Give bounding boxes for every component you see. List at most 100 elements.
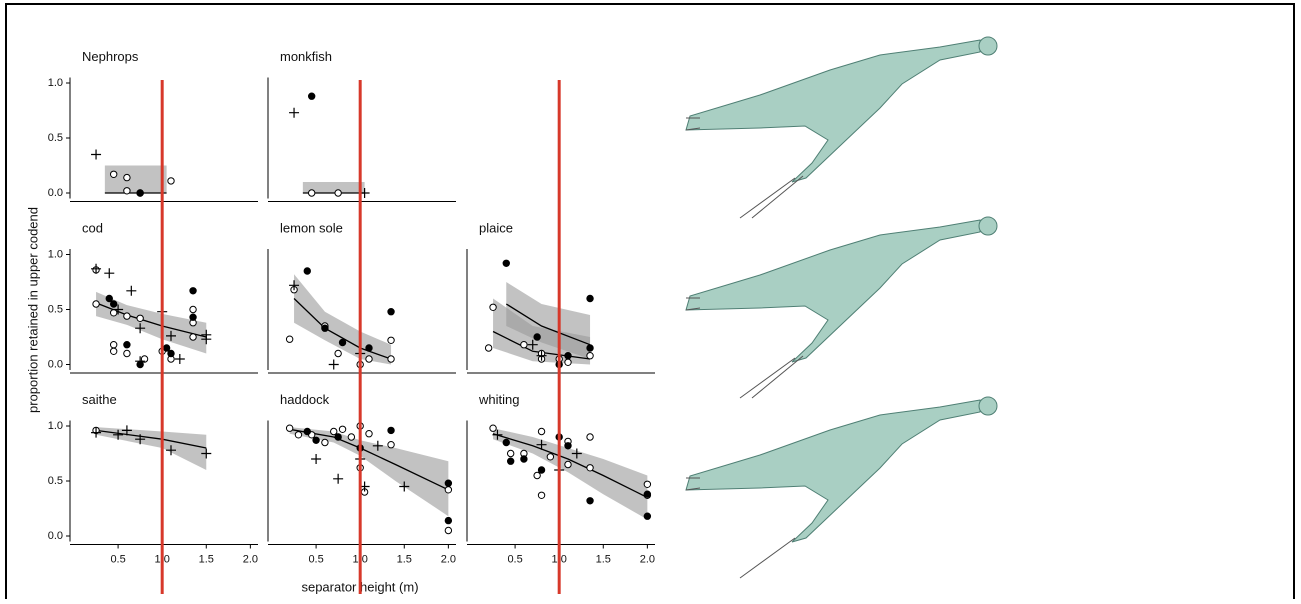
point-open <box>444 486 453 494</box>
point-open <box>321 438 329 447</box>
panel-title: plaice <box>479 220 513 235</box>
y-tick-label: 0.0 <box>48 187 63 199</box>
point-plus <box>289 280 300 291</box>
point-open <box>109 170 118 179</box>
panel: plaice <box>466 220 655 374</box>
fit-line <box>505 303 591 346</box>
point-open <box>294 431 303 439</box>
point-filled <box>312 436 320 444</box>
point-open <box>444 526 453 535</box>
point-open <box>546 453 555 461</box>
panel: lemon sole <box>267 220 456 374</box>
point-plus <box>571 448 582 459</box>
point-filled <box>189 313 197 321</box>
point-filled <box>387 426 395 435</box>
point-filled <box>105 294 113 303</box>
point-open <box>489 303 497 311</box>
point-plus <box>121 425 132 436</box>
point-plus <box>201 448 212 459</box>
point-filled <box>520 455 528 463</box>
point-open <box>387 355 395 363</box>
point-open <box>189 305 197 314</box>
x-tick-label: 0.5 <box>507 553 522 565</box>
point-filled <box>564 442 572 450</box>
point-open <box>564 460 572 469</box>
point-filled <box>387 308 395 316</box>
fit-line <box>95 302 207 338</box>
point-filled <box>586 344 594 352</box>
net-float <box>978 216 998 236</box>
point-plus <box>333 473 344 484</box>
net-drawing <box>685 396 998 579</box>
panel: cod 0.0 0.5 1.0 <box>48 220 258 374</box>
confidence-band <box>96 427 207 470</box>
point-open <box>123 312 131 320</box>
point-plus <box>536 350 547 361</box>
point-plus <box>536 439 547 450</box>
y-tick-label: 1.0 <box>48 248 63 260</box>
point-filled <box>586 294 594 303</box>
point-open <box>387 336 395 344</box>
point-open <box>92 300 100 308</box>
net-tubes <box>685 117 804 219</box>
confidence-band <box>294 274 392 365</box>
point-open <box>136 314 144 322</box>
net-tubes <box>685 477 796 579</box>
point-open <box>334 189 342 197</box>
point-open <box>334 349 342 358</box>
y-tick-label: 0.0 <box>48 530 63 542</box>
point-open <box>489 424 497 432</box>
point-plus <box>492 429 503 440</box>
point-plus <box>113 429 124 440</box>
point-open <box>533 471 541 480</box>
confidence-band <box>289 427 449 517</box>
net <box>685 39 981 183</box>
y-tick-label: 0.5 <box>48 475 63 487</box>
point-plus <box>166 330 176 341</box>
point-open <box>109 341 118 349</box>
fit-line <box>293 298 392 360</box>
x-tick-label: 2.0 <box>243 553 258 565</box>
point-open <box>189 333 197 341</box>
fit-line <box>492 433 648 499</box>
point-open <box>140 355 149 363</box>
point-open <box>285 424 294 432</box>
panel-title: cod <box>82 220 103 235</box>
point-filled <box>136 189 144 197</box>
y-tick-label: 1.0 <box>48 77 63 89</box>
point-filled <box>338 338 347 347</box>
point-plus <box>289 107 300 118</box>
x-tick-label: 1.5 <box>199 553 214 565</box>
point-filled <box>444 516 453 525</box>
point-filled <box>643 512 652 520</box>
point-plus <box>91 149 102 160</box>
point-open <box>586 464 594 472</box>
point-open <box>537 427 546 436</box>
point-plus <box>135 323 146 334</box>
point-open <box>347 433 356 441</box>
point-filled <box>303 267 311 275</box>
panel: Nephrops 0.0 0.5 1.0 <box>48 49 258 202</box>
confidence-band <box>302 182 365 193</box>
point-plus <box>113 304 124 315</box>
point-plus <box>372 440 383 451</box>
y-tick-label: 0.0 <box>48 358 63 370</box>
point-filled <box>307 92 316 100</box>
point-filled <box>162 344 171 352</box>
confidence-band <box>104 165 167 193</box>
point-open <box>285 335 294 343</box>
y-axis-label: proportion retained in upper codend <box>25 207 40 413</box>
point-plus <box>201 334 212 345</box>
point-filled <box>537 466 546 474</box>
x-tick-label: 0.5 <box>308 553 323 565</box>
point-open <box>365 430 373 438</box>
point-filled <box>533 333 541 341</box>
panel-title: saithe <box>82 392 117 407</box>
x-tick-label: 2.0 <box>640 553 655 565</box>
point-filled <box>189 287 197 295</box>
point-plus <box>104 268 115 279</box>
